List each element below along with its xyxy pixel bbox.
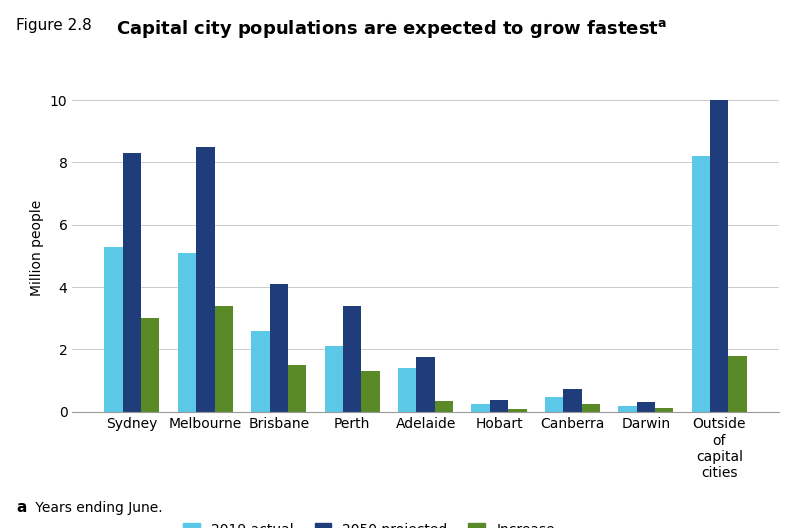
Legend: 2019 actual, 2050 projected, Increase: 2019 actual, 2050 projected, Increase — [177, 517, 560, 528]
Bar — [177, 253, 196, 412]
Bar — [269, 284, 288, 412]
Bar — [636, 402, 654, 412]
Bar — [562, 389, 581, 412]
Bar — [398, 368, 416, 412]
Bar — [123, 153, 141, 412]
Text: a: a — [16, 500, 26, 515]
Bar — [691, 156, 709, 412]
Bar — [141, 318, 160, 412]
Bar — [489, 400, 508, 412]
Text: Figure 2.8: Figure 2.8 — [16, 18, 91, 33]
Bar — [471, 404, 489, 412]
Bar — [727, 356, 746, 412]
Bar — [251, 331, 269, 412]
Bar — [581, 404, 599, 412]
Bar — [508, 409, 526, 412]
Bar — [342, 306, 361, 412]
Bar — [618, 406, 636, 412]
Bar — [709, 100, 727, 412]
Y-axis label: Million people: Million people — [30, 200, 44, 296]
Bar — [214, 306, 233, 412]
Text: Capital city populations are expected to grow fastest$^{\mathbf{a}}$: Capital city populations are expected to… — [116, 18, 666, 41]
Text: Years ending June.: Years ending June. — [30, 501, 162, 515]
Bar — [545, 397, 562, 412]
Bar — [361, 371, 379, 412]
Bar — [288, 365, 306, 412]
Bar — [416, 357, 434, 412]
Bar — [654, 408, 673, 412]
Bar — [104, 247, 123, 412]
Bar — [324, 346, 342, 412]
Bar — [434, 401, 452, 412]
Bar — [196, 147, 214, 412]
